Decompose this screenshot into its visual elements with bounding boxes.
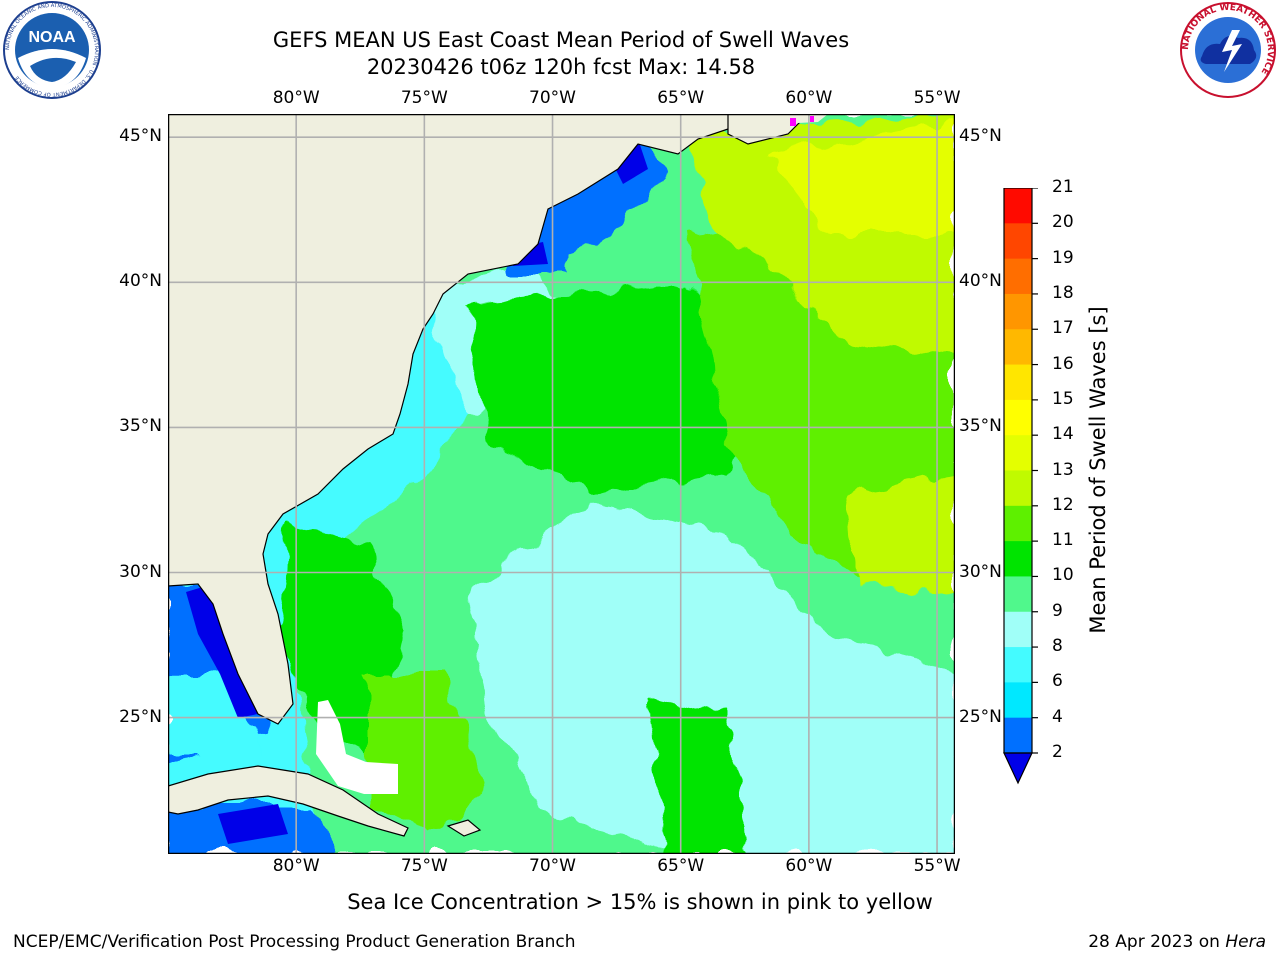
footer-date-text: 28 Apr 2023 on xyxy=(1088,932,1226,952)
footer-date: 28 Apr 2023 on Hera xyxy=(1088,932,1266,952)
colorbar-tick-label: 14 xyxy=(1052,424,1074,445)
chart-title: GEFS MEAN US East Coast Mean Period of S… xyxy=(272,28,850,52)
colorbar-bin xyxy=(1004,293,1032,330)
map-grid xyxy=(168,114,955,854)
footer-branch: NCEP/EMC/Verification Post Processing Pr… xyxy=(13,932,576,952)
colorbar-tick-label: 4 xyxy=(1052,706,1063,727)
lon-tick-label-bot: 60°W xyxy=(785,856,833,876)
lat-tick-label-right: 45°N xyxy=(959,126,1002,147)
footer-machine: Hera xyxy=(1225,932,1266,952)
swell-period-map xyxy=(167,113,956,855)
swell-field xyxy=(168,114,955,854)
colorbar-bin xyxy=(1004,576,1032,613)
colorbar-bin xyxy=(1004,399,1032,436)
colorbar-bin xyxy=(1004,647,1032,683)
colorbar-bin xyxy=(1004,611,1032,648)
sea-ice-caption-text: Sea Ice Concentration > 15% is shown in … xyxy=(347,890,933,914)
noaa-logo-text: NOAA xyxy=(28,29,76,46)
colorbar-svg xyxy=(1003,187,1038,785)
colorbar-bin xyxy=(1004,364,1032,401)
colorbar-bin xyxy=(1004,717,1032,754)
sea-ice-patch xyxy=(790,118,796,126)
bahamas-mask xyxy=(316,700,398,794)
colorbar-bin xyxy=(1004,682,1032,719)
colorbar-tick-label: 13 xyxy=(1052,459,1074,480)
land-cuba xyxy=(168,765,409,837)
sea-ice-caption: Sea Ice Concentration > 15% is shown in … xyxy=(0,890,1280,914)
lon-tick-label-top: 70°W xyxy=(529,88,576,108)
map-frame xyxy=(167,113,956,855)
land-hispaniola xyxy=(446,819,482,837)
colorbar-bin xyxy=(1004,188,1032,224)
lat-tick-label-left: 25°N xyxy=(119,706,162,727)
lat-tick-label-left: 45°N xyxy=(119,126,162,147)
chart-subtitle: 20230426 t06z 120h fcst Max: 14.58 xyxy=(366,55,756,79)
colorbar-tick-label: 9 xyxy=(1052,600,1063,621)
lon-tick-label-bot: 70°W xyxy=(529,856,576,876)
colorbar-tick-label: 8 xyxy=(1052,636,1063,657)
colorbar-tick-label: 21 xyxy=(1052,177,1074,197)
colorbar-bin xyxy=(1004,541,1032,577)
colorbar-tick-label: 16 xyxy=(1052,353,1074,374)
lon-tick-label-top: 60°W xyxy=(785,88,833,108)
colorbar-tick-label: 20 xyxy=(1052,212,1074,233)
colorbar-tick-label: 18 xyxy=(1052,282,1074,303)
nws-logo: NATIONAL WEATHER SERVICE xyxy=(1176,0,1280,100)
colorbar-bin xyxy=(1004,223,1032,260)
lon-tick-label-top: 75°W xyxy=(400,88,448,108)
lon-tick-label-bot: 80°W xyxy=(272,856,320,876)
colorbar-tick-label: 17 xyxy=(1052,318,1074,339)
lon-tick-label-top: 65°W xyxy=(657,88,705,108)
colorbar xyxy=(1002,187,1042,788)
colorbar-label: Mean Period of Swell Waves [s] xyxy=(1086,306,1110,634)
lat-tick-label-left: 30°N xyxy=(119,561,162,582)
map-panel xyxy=(167,113,956,855)
colorbar-bin xyxy=(1004,470,1032,507)
colorbar-bin xyxy=(1004,329,1032,366)
colorbar-tick-label: 15 xyxy=(1052,388,1074,409)
colorbar-tick-label: 10 xyxy=(1052,565,1074,586)
colorbar-tick-label: 19 xyxy=(1052,247,1074,268)
lon-tick-label-bot: 75°W xyxy=(400,856,448,876)
colorbar-bin xyxy=(1004,258,1032,295)
colorbar-tick-label: 2 xyxy=(1052,742,1063,762)
lon-tick-label-bot: 55°W xyxy=(913,856,961,876)
colorbar-bin xyxy=(1004,505,1032,542)
lat-tick-label-left: 35°N xyxy=(119,416,162,437)
land-north-america xyxy=(168,114,769,725)
lon-tick-label-bot: 65°W xyxy=(657,856,705,876)
colorbar-tick-label: 12 xyxy=(1052,494,1074,515)
colorbar-under-arrow xyxy=(1003,752,1033,785)
colorbar-bin xyxy=(1004,435,1032,471)
lon-tick-label-top: 55°W xyxy=(913,88,961,108)
noaa-logo: NOAA NATIONAL OCEANIC AND ATMOSPHERIC AD… xyxy=(0,0,104,100)
lat-tick-label-left: 40°N xyxy=(119,271,162,292)
lon-tick-label-top: 80°W xyxy=(272,88,320,108)
colorbar-tick-label: 6 xyxy=(1052,671,1063,692)
sea-ice-patch xyxy=(810,116,814,122)
colorbar-tick-label: 11 xyxy=(1052,530,1074,551)
colorbar-ticks: 21 20 19 18 17 16 15 14 13 12 11 10 9 8 6 4 2 xyxy=(1052,177,1092,788)
